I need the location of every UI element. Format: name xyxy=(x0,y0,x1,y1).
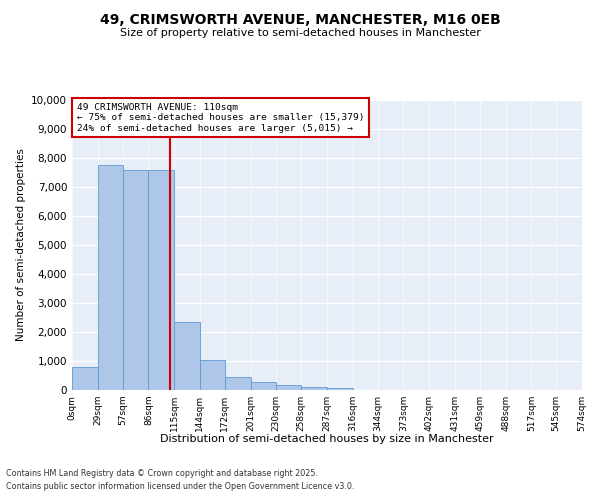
Bar xyxy=(122,170,148,390)
Text: 49, CRIMSWORTH AVENUE, MANCHESTER, M16 0EB: 49, CRIMSWORTH AVENUE, MANCHESTER, M16 0… xyxy=(100,12,500,26)
Bar xyxy=(301,387,327,390)
Bar xyxy=(277,385,301,390)
Bar xyxy=(98,165,122,390)
Text: Contains public sector information licensed under the Open Government Licence v3: Contains public sector information licen… xyxy=(6,482,355,491)
Bar xyxy=(174,322,200,390)
Text: Contains HM Land Registry data © Crown copyright and database right 2025.: Contains HM Land Registry data © Crown c… xyxy=(6,468,318,477)
Bar xyxy=(251,382,277,390)
Bar xyxy=(148,170,174,390)
X-axis label: Distribution of semi-detached houses by size in Manchester: Distribution of semi-detached houses by … xyxy=(160,434,494,444)
Text: Size of property relative to semi-detached houses in Manchester: Size of property relative to semi-detach… xyxy=(119,28,481,38)
Bar xyxy=(225,377,251,390)
Y-axis label: Number of semi-detached properties: Number of semi-detached properties xyxy=(16,148,26,342)
Bar xyxy=(327,388,353,390)
Text: 49 CRIMSWORTH AVENUE: 110sqm
← 75% of semi-detached houses are smaller (15,379)
: 49 CRIMSWORTH AVENUE: 110sqm ← 75% of se… xyxy=(77,103,365,132)
Bar xyxy=(200,360,225,390)
Bar xyxy=(72,367,98,390)
